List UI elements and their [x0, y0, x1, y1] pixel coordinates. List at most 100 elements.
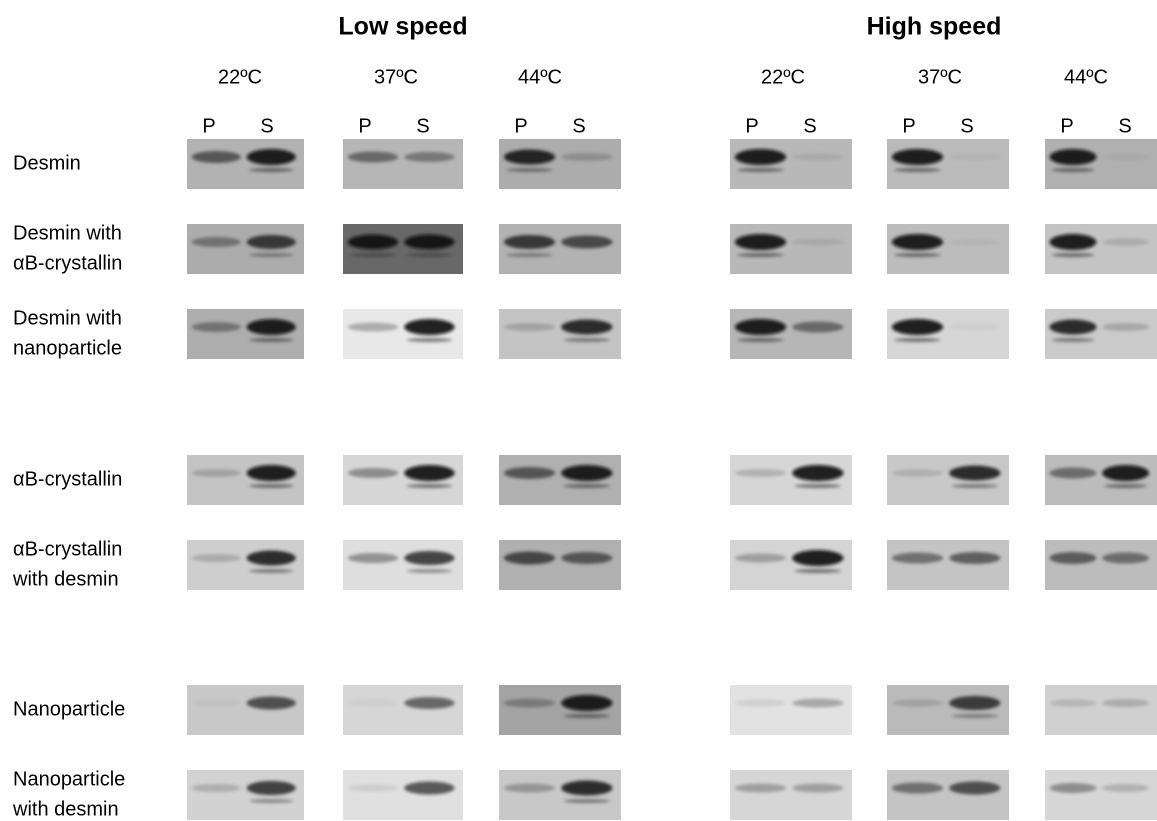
gel-band — [892, 699, 943, 707]
gel-band — [949, 154, 1000, 161]
gel-band — [735, 319, 786, 335]
temperature-label: 37ºC — [374, 66, 418, 88]
gel-band — [404, 782, 454, 795]
group-title: Low speed — [338, 13, 467, 41]
gel-panel — [187, 309, 304, 359]
gel-panel — [499, 139, 621, 189]
gel-panel — [730, 309, 852, 359]
gel-panel — [499, 309, 621, 359]
gel-background — [730, 455, 852, 505]
gel-band — [735, 784, 786, 793]
gel-band — [949, 552, 1000, 564]
gel-band — [792, 322, 843, 333]
gel-panel — [887, 770, 1009, 820]
gel-panel — [1045, 685, 1157, 735]
gel-band — [1102, 323, 1149, 331]
lane-label: P — [202, 115, 215, 137]
gel-band — [192, 237, 241, 247]
gel-band — [249, 799, 294, 803]
row-label: with desmin — [12, 568, 119, 590]
lane-label: S — [1118, 115, 1131, 137]
gel-band — [506, 168, 553, 172]
gel-band — [561, 465, 612, 481]
gel-panel — [730, 685, 852, 735]
gel-band — [348, 700, 398, 707]
gel-band — [795, 484, 842, 488]
gel-band — [892, 149, 943, 165]
gel-band — [192, 784, 241, 792]
temperature-label: 37ºC — [918, 66, 962, 88]
gel-band — [1049, 234, 1096, 250]
gel-band — [504, 467, 555, 479]
gel-band — [1052, 253, 1095, 257]
gel-panel — [1045, 455, 1157, 505]
gel-band — [737, 338, 784, 342]
row-label: Nanoparticle — [13, 698, 125, 720]
gel-band — [564, 799, 611, 803]
gel-band — [249, 569, 294, 573]
gel-band — [894, 253, 941, 257]
gel-band — [949, 239, 1000, 246]
gel-band — [795, 569, 842, 573]
lane-label: S — [260, 115, 273, 137]
gel-panel — [730, 139, 852, 189]
gel-background — [343, 309, 463, 359]
gel-band — [892, 319, 943, 335]
gel-band — [949, 324, 1000, 331]
gel-background — [1045, 540, 1157, 590]
gel-band — [348, 152, 398, 163]
gel-panel — [343, 770, 463, 820]
gel-panel — [887, 540, 1009, 590]
gel-background — [187, 540, 304, 590]
gel-background — [499, 455, 621, 505]
group-title: High speed — [867, 13, 1002, 41]
gel-background — [187, 139, 304, 189]
gel-panel — [343, 224, 463, 274]
gel-band — [192, 469, 241, 477]
gel-band — [504, 784, 555, 793]
gel-band — [348, 785, 398, 792]
temperature-label: 22ºC — [218, 66, 262, 88]
gel-background — [499, 139, 621, 189]
gel-background — [343, 770, 463, 820]
gel-background — [1045, 685, 1157, 735]
lane-label: S — [416, 115, 429, 137]
gel-band — [892, 469, 943, 477]
gel-band — [504, 699, 555, 708]
gel-background — [1045, 770, 1157, 820]
gel-band — [1049, 552, 1096, 564]
gel-band — [561, 236, 612, 249]
gel-band — [1102, 154, 1149, 161]
gel-panel — [499, 455, 621, 505]
gel-band — [1049, 468, 1096, 479]
gel-band — [348, 323, 398, 332]
gel-band — [561, 153, 612, 161]
gel-background — [499, 224, 621, 274]
gel-background — [187, 770, 304, 820]
gel-band — [1049, 149, 1096, 165]
gel-panel — [1045, 770, 1157, 820]
gel-panel — [343, 309, 463, 359]
row-label: Desmin with — [13, 222, 122, 244]
lane-label: S — [960, 115, 973, 137]
gel-band — [561, 695, 612, 711]
gel-band — [735, 234, 786, 250]
gel-band — [350, 253, 396, 257]
gel-background — [887, 685, 1009, 735]
row-label: Nanoparticle — [13, 768, 125, 790]
lane-label: P — [514, 115, 527, 137]
gel-band — [792, 465, 843, 481]
gel-band — [894, 338, 941, 342]
gel-band — [506, 253, 553, 257]
gel-band — [1104, 484, 1147, 488]
gel-band — [404, 235, 454, 250]
gel-panel — [187, 770, 304, 820]
gel-band — [249, 168, 294, 172]
gel-panel — [730, 540, 852, 590]
gel-panel — [343, 685, 463, 735]
gel-background — [343, 455, 463, 505]
gel-band — [1052, 338, 1095, 342]
gel-band — [949, 466, 1000, 481]
gel-background — [343, 540, 463, 590]
gel-band — [249, 484, 294, 488]
